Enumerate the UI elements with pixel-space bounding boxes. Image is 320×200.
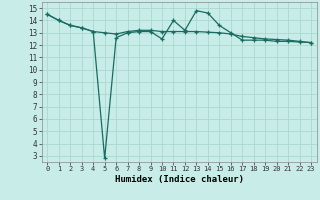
X-axis label: Humidex (Indice chaleur): Humidex (Indice chaleur) (115, 175, 244, 184)
